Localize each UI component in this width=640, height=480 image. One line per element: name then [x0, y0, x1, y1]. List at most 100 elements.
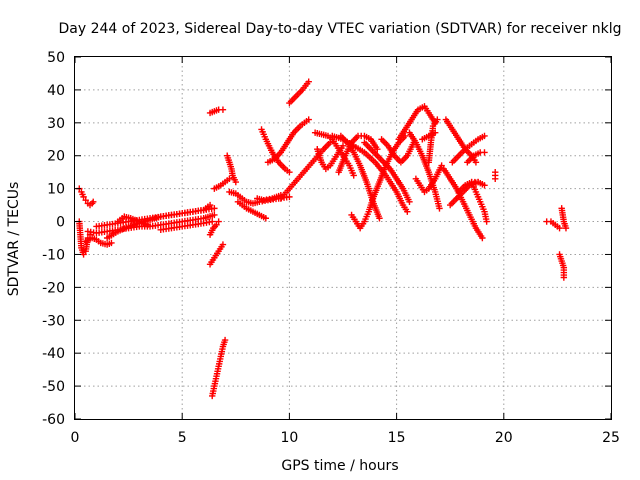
- series-arc-14: [224, 152, 239, 186]
- data-point: [213, 221, 220, 229]
- series-arc-26: [337, 132, 383, 222]
- series-arc-8: [157, 218, 216, 233]
- data-point: [481, 149, 488, 156]
- x-tick-label: 5: [178, 430, 187, 446]
- y-tick-label: -60: [42, 412, 65, 428]
- y-tick-label: 20: [47, 149, 65, 165]
- chart-title: Day 244 of 2023, Sidereal Day-to-day VTE…: [59, 21, 622, 37]
- series-arc-38: [455, 178, 488, 196]
- data-point: [305, 116, 312, 123]
- series-arc-13: [211, 175, 233, 192]
- series-arc-7: [114, 213, 152, 229]
- data-point: [562, 224, 570, 232]
- data-point: [232, 178, 239, 186]
- series-arc-18: [258, 126, 293, 176]
- series-arc-44: [556, 251, 568, 281]
- y-tick-label: -30: [42, 313, 65, 329]
- series-arc-31: [406, 129, 443, 212]
- data-point: [90, 198, 97, 205]
- data-point: [481, 132, 488, 140]
- data-point: [262, 215, 270, 222]
- y-tick-label: 30: [47, 116, 65, 132]
- series-arc-41: [468, 178, 490, 225]
- series-arc-40: [449, 132, 488, 166]
- data-point: [350, 172, 357, 179]
- data-point: [286, 193, 293, 201]
- series-arc-43: [543, 218, 563, 232]
- data-point: [211, 211, 218, 219]
- data-point: [339, 142, 347, 150]
- data-point: [219, 241, 227, 248]
- data-point: [221, 336, 229, 344]
- data-point: [374, 145, 381, 153]
- data-point: [481, 182, 488, 189]
- data-point: [434, 116, 441, 123]
- axis-ticks: [74, 56, 612, 420]
- y-tick-label: -10: [42, 247, 65, 263]
- y-axis-label: SDTVAR / TECUs: [6, 182, 22, 297]
- grid-lines: [75, 57, 611, 419]
- x-tick-label: 20: [495, 430, 513, 446]
- data-point: [226, 175, 233, 182]
- data-point: [215, 218, 222, 225]
- series-arc-25: [335, 132, 381, 176]
- data-point: [479, 234, 486, 242]
- data-point: [406, 198, 413, 205]
- data-point: [108, 239, 115, 247]
- series-arc-42: [492, 168, 499, 182]
- series-arc-36: [440, 165, 486, 242]
- data-point: [219, 106, 227, 113]
- series-arc-20: [286, 78, 312, 107]
- y-tick-label: 50: [47, 50, 65, 66]
- y-tick-label: -40: [42, 346, 65, 362]
- x-tick-label: 15: [388, 430, 406, 446]
- series-arc-9: [206, 218, 222, 238]
- series-arc-23: [314, 142, 347, 173]
- data-point: [286, 168, 293, 176]
- data-point: [560, 274, 568, 281]
- series-arc-11: [206, 106, 227, 117]
- x-tick-label: 0: [71, 430, 80, 446]
- x-axis-label: GPS time / hours: [281, 458, 398, 474]
- plot-frame: [74, 56, 612, 420]
- series-arc-12: [209, 336, 229, 400]
- x-tick-label: 25: [602, 430, 620, 446]
- y-tick-label: -50: [42, 379, 65, 395]
- data-point: [431, 119, 439, 127]
- series-arc-1: [76, 185, 97, 209]
- data-point: [404, 208, 411, 215]
- data-point: [80, 251, 87, 258]
- series-arc-32: [412, 162, 445, 196]
- y-tick-label: 0: [56, 215, 65, 231]
- data-point: [436, 205, 443, 212]
- data-point: [483, 218, 490, 225]
- y-tick-label: 10: [47, 182, 65, 198]
- data-point: [492, 168, 499, 176]
- series-arc-45: [558, 205, 570, 232]
- data-point: [376, 215, 383, 222]
- data-point: [82, 196, 89, 204]
- series-arc-3: [82, 234, 115, 248]
- y-tick-label: 40: [47, 83, 65, 99]
- series-arc-19: [264, 116, 312, 166]
- data-point: [209, 218, 216, 225]
- series-arc-10: [206, 241, 227, 268]
- series-arc-16: [234, 198, 270, 222]
- series-arc-28: [361, 139, 413, 205]
- data-point: [80, 193, 87, 201]
- data-point: [438, 162, 445, 169]
- data-point: [556, 224, 563, 232]
- x-tick-label: 10: [280, 430, 298, 446]
- data-point: [206, 201, 214, 209]
- data-point: [211, 205, 218, 212]
- y-tick-labels: 50 40 30 20 10 0 -10 -20 -30 -40 -50 -60: [42, 50, 65, 428]
- x-tick-labels: 0 5 10 15 20 25: [71, 430, 620, 446]
- series-arc-34: [425, 116, 441, 166]
- data-point: [144, 221, 152, 229]
- y-tick-label: -20: [42, 280, 65, 296]
- series-arc-39: [464, 149, 488, 166]
- data-point: [305, 78, 312, 85]
- data-point: [472, 159, 480, 166]
- data-marks: [76, 78, 570, 400]
